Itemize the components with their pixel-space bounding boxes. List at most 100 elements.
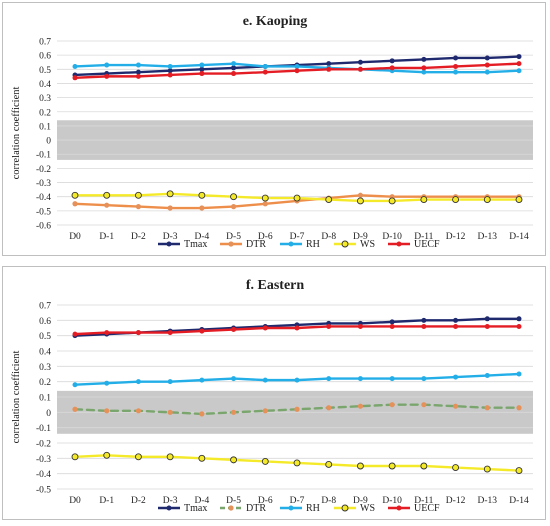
x-tick-label: D-8: [321, 496, 336, 506]
x-tick-label: D-7: [290, 496, 305, 506]
data-point-uecf: [294, 325, 300, 331]
x-tick-label: D-8: [321, 232, 336, 242]
data-point-rh: [199, 377, 205, 383]
x-tick-label: D-2: [131, 232, 146, 242]
legend-item-ws: WS: [334, 239, 375, 250]
data-point-uecf: [199, 328, 205, 334]
data-point-rh: [231, 376, 237, 382]
legend-item-dtr: DTR: [220, 503, 266, 514]
data-point-dtr: [199, 205, 205, 211]
data-point-uecf: [294, 68, 300, 74]
data-point-dtr: [484, 405, 490, 411]
data-point-uecf: [357, 323, 363, 329]
data-point-dtr: [294, 406, 300, 412]
data-point-dtr: [104, 202, 110, 208]
y-tick-label: 0.4: [39, 80, 51, 90]
legend: Tmax DTR RH WS UECF: [158, 239, 440, 250]
legend-item-rh: RH: [280, 503, 320, 514]
x-tick-label: D-6: [258, 496, 273, 506]
data-point-rh: [357, 376, 363, 382]
y-tick-label: 0: [46, 409, 51, 419]
legend-marker: [341, 240, 349, 248]
y-tick-label: -0.3: [36, 179, 51, 189]
data-point-uecf: [389, 323, 395, 329]
data-point-uecf: [326, 66, 332, 72]
data-point-ws: [420, 462, 428, 470]
legend-label: RH: [306, 239, 320, 250]
data-point-ws: [293, 194, 301, 202]
data-point-ws: [230, 456, 238, 464]
data-point-uecf: [262, 69, 268, 75]
data-point-tmax: [135, 69, 141, 75]
x-tick-label: D-13: [478, 232, 498, 242]
data-point-ws: [261, 194, 269, 202]
data-point-ws: [166, 453, 174, 461]
data-point-rh: [294, 63, 300, 69]
data-point-dtr: [199, 411, 205, 417]
x-tick-label: D-6: [258, 232, 273, 242]
data-point-ws: [420, 196, 428, 203]
y-tick-label: 0.7: [39, 38, 51, 48]
data-point-dtr: [516, 405, 522, 411]
data-point-rh: [421, 69, 427, 75]
data-point-dtr: [167, 205, 173, 211]
data-point-dtr: [135, 408, 142, 414]
legend-marker: [288, 505, 294, 511]
legend-marker: [396, 241, 402, 247]
y-tick-label: 0.6: [39, 317, 51, 327]
legend-item-rh: RH: [280, 239, 320, 250]
legend-label: UECF: [414, 239, 440, 250]
y-tick-label: -0.3: [36, 455, 51, 465]
line-chart-e-kaoping: e. Kaoping 0.7 0.6 0.5 0.4 0.3 0.2 0.1 0 -0.1 -0.2…: [11, 14, 533, 250]
x-tick-label: D-14: [509, 496, 529, 506]
data-point-uecf: [389, 65, 395, 71]
data-point-rh: [262, 63, 268, 69]
data-point-rh: [135, 62, 141, 68]
y-tick-label: 0.5: [39, 332, 51, 342]
data-point-uecf: [72, 75, 78, 81]
y-tick-label: 0.2: [39, 378, 51, 388]
x-tick-label: D-5: [226, 496, 241, 506]
data-point-tmax: [199, 66, 205, 72]
x-tick-label: D-3: [163, 232, 178, 242]
series-uecf: [72, 61, 522, 81]
data-point-ws: [388, 462, 396, 470]
data-point-tmax: [326, 61, 332, 67]
y-tick-label: 0.1: [39, 122, 51, 132]
x-tick-label: D0: [69, 496, 81, 506]
legend-label: WS: [360, 503, 375, 514]
data-point-rh: [72, 63, 78, 69]
legend-marker: [166, 241, 172, 247]
y-tick-label: -0.1: [36, 424, 51, 434]
y-tick-label: -0.2: [36, 165, 51, 175]
series-ws: [71, 190, 523, 205]
data-point-rh: [104, 380, 110, 386]
data-point-rh: [421, 376, 427, 382]
x-tick-label: D-1: [99, 232, 114, 242]
data-point-ws: [230, 193, 238, 201]
data-point-uecf: [453, 63, 459, 69]
y-tick-label: 0.5: [39, 66, 51, 76]
legend: Tmax DTR RH WS UECF: [158, 503, 440, 514]
data-point-dtr: [357, 192, 364, 198]
data-point-dtr: [262, 408, 268, 414]
x-tick-label: D-3: [163, 496, 178, 506]
data-point-ws: [483, 465, 491, 473]
legend-label: RH: [306, 503, 320, 514]
data-point-uecf: [135, 330, 141, 336]
data-point-dtr: [135, 204, 142, 210]
data-point-ws: [325, 196, 333, 203]
data-point-tmax: [453, 55, 459, 61]
data-point-rh: [453, 69, 459, 75]
legend-marker: [288, 241, 294, 247]
data-point-tmax: [231, 65, 237, 71]
y-tick-label: -0.5: [36, 486, 51, 496]
data-point-tmax: [357, 59, 363, 65]
legend-marker: [396, 505, 402, 511]
series-rh: [72, 371, 522, 388]
x-tick-label: D-12: [446, 496, 466, 506]
data-point-dtr: [167, 409, 173, 415]
data-point-tmax: [389, 319, 395, 325]
data-point-ws: [452, 196, 460, 203]
data-point-ws: [293, 459, 301, 467]
